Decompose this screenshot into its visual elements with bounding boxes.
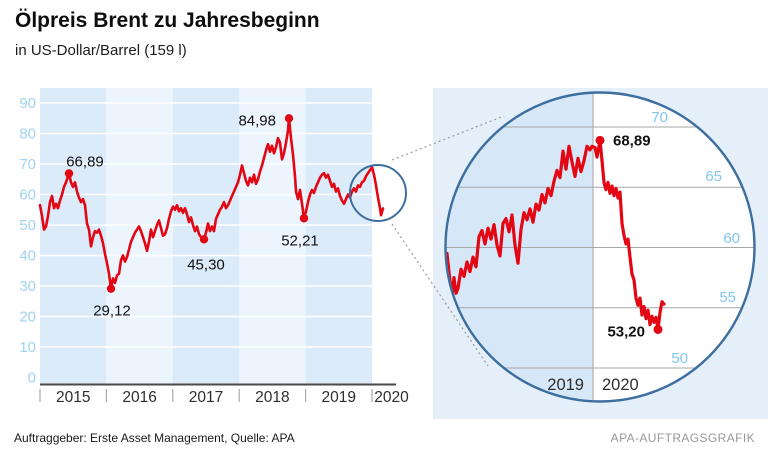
magnifier-ytick-label: 70 xyxy=(651,109,668,126)
annotation-label: 29,12 xyxy=(93,303,131,320)
data-point-marker xyxy=(284,114,294,123)
main-ytick-label: 70 xyxy=(19,156,36,173)
highlight-circle xyxy=(349,164,407,222)
chart-title: Ölpreis Brent zu Jahresbeginn xyxy=(15,9,320,32)
annotation-label: 68,89 xyxy=(613,132,651,149)
data-point-marker xyxy=(595,135,605,145)
magnifier-year-label-2019: 2019 xyxy=(547,376,584,394)
magnifier-ytick-label: 55 xyxy=(719,289,736,306)
connector-dotted-line-bottom xyxy=(391,223,489,367)
year-label-2015: 2015 xyxy=(56,389,90,406)
year-label-2019: 2019 xyxy=(322,389,356,406)
magnifier-ytick-label: 60 xyxy=(723,230,740,247)
annotation-label: 53,20 xyxy=(607,323,645,340)
magnifier-ytick-label: 50 xyxy=(671,350,688,367)
year-band-2018 xyxy=(239,88,306,385)
source-note: Auftraggeber: Erste Asset Management, Qu… xyxy=(14,431,295,445)
main-ytick-label: 50 xyxy=(19,217,36,234)
magnifier-year-label-2020: 2020 xyxy=(602,376,639,394)
data-point-marker xyxy=(199,235,209,244)
annotation-label: 66,89 xyxy=(66,153,104,170)
credit-note: APA-AUFTRAGSGRAFIK xyxy=(610,431,755,445)
year-band-2015 xyxy=(40,88,107,385)
main-ytick-label: 60 xyxy=(19,187,36,204)
chart-subtitle: in US-Dollar/Barrel (159 l) xyxy=(15,42,187,59)
year-band-2019 xyxy=(305,88,372,385)
magnifier-price-line xyxy=(446,138,666,331)
year-label-2017: 2017 xyxy=(189,389,223,406)
main-ytick-label: 40 xyxy=(19,248,36,265)
data-point-marker xyxy=(653,324,663,334)
main-ytick-label: 20 xyxy=(19,309,36,326)
main-ytick-label: 90 xyxy=(19,95,36,112)
annotation-label: 45,30 xyxy=(187,256,225,273)
year-label-2018: 2018 xyxy=(255,389,289,406)
main-ytick-label: 10 xyxy=(19,339,36,356)
main-price-line xyxy=(38,117,385,291)
data-point-marker xyxy=(64,169,74,178)
main-ytick-label: 80 xyxy=(19,126,36,143)
connector-dotted-line-top xyxy=(391,115,505,161)
year-label-2020: 2020 xyxy=(374,389,409,406)
magnifier-border-circle xyxy=(444,91,756,403)
magnifier-ytick-label: 65 xyxy=(705,168,722,185)
annotation-label: 84,98 xyxy=(238,112,276,129)
main-ytick-label: 0 xyxy=(28,370,36,387)
annotation-label: 52,21 xyxy=(281,232,319,249)
data-point-marker xyxy=(106,284,116,293)
year-band-2016 xyxy=(106,88,173,385)
data-point-marker xyxy=(299,214,309,223)
year-label-2016: 2016 xyxy=(122,389,156,406)
main-ytick-label: 30 xyxy=(19,278,36,295)
